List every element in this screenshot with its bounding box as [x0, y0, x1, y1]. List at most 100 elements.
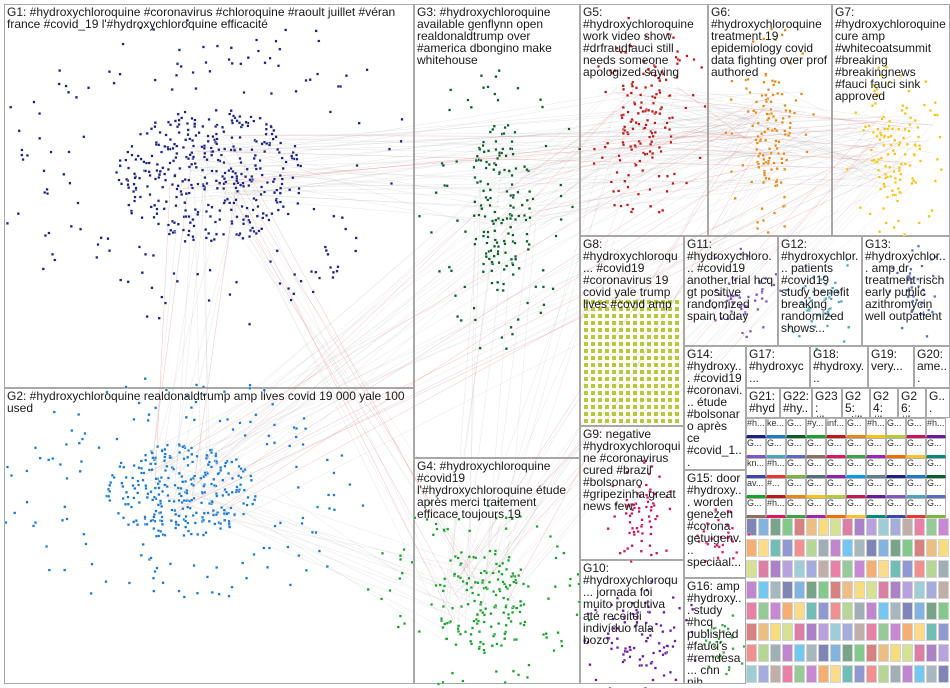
small-group-swatch	[878, 602, 889, 620]
small-group-swatch	[866, 623, 877, 641]
group-label-g22: G22: #hy...	[783, 389, 810, 417]
small-group-cell: G...	[886, 418, 906, 438]
small-group-cell: G...	[746, 498, 766, 518]
small-group-swatch	[806, 518, 817, 536]
small-group-swatch	[902, 623, 913, 641]
small-group-cell: G...	[926, 498, 946, 518]
small-group-cell: G...	[846, 418, 866, 438]
small-group-cell: #...	[766, 478, 786, 498]
small-group-cell: av...	[746, 478, 766, 498]
group-panel-g22: G22: #hy...	[780, 388, 812, 418]
small-group-swatch	[890, 539, 901, 557]
small-group-swatch	[830, 623, 841, 641]
small-group-swatch	[830, 644, 841, 662]
small-group-swatch	[818, 623, 829, 641]
group-panel-g16: G16: amp #hydroxy... study #hcq publishe…	[684, 578, 746, 684]
small-group-swatch	[902, 539, 913, 557]
small-group-swatch	[806, 581, 817, 599]
small-group-swatch	[938, 644, 949, 662]
small-group-cell: G...	[806, 458, 826, 478]
small-group-swatch	[794, 623, 805, 641]
group-label-g24: G24: #hy...	[873, 389, 895, 417]
small-group-cell: G...	[866, 458, 886, 478]
small-group-cell: G...	[906, 458, 926, 478]
group-panel-g4: G4: #hydroxychloroquine #covid19 l'#hydr…	[414, 458, 580, 684]
small-group-cell: G...	[846, 438, 866, 458]
group-label-g25: G25: still...	[845, 389, 866, 417]
small-group-swatch	[830, 581, 841, 599]
small-group-cell: kn...	[746, 458, 766, 478]
small-group-swatch	[854, 623, 865, 641]
small-group-swatch	[854, 602, 865, 620]
group-panel-g10: G10: #hydroxychloroqu... jornada foi mui…	[580, 560, 684, 684]
group-panel-g9: G9: negative #hydroxychloroquine #corona…	[580, 426, 684, 560]
group-panel-g25: G25: still...	[842, 388, 870, 418]
small-group-swatch	[902, 602, 913, 620]
group-label-gmore: G...	[929, 389, 946, 415]
small-group-swatch	[854, 665, 865, 683]
small-group-cell: G...	[866, 438, 886, 458]
small-group-swatch	[770, 623, 781, 641]
small-group-swatch	[866, 581, 877, 599]
small-group-swatch	[818, 665, 829, 683]
group-panel-g15: G15: door #hydroxy... worden genezen #co…	[684, 470, 746, 578]
small-group-swatch	[866, 539, 877, 557]
group-label-g6: G6: #hydroxychloroquine treatment 19 epi…	[711, 5, 831, 79]
small-group-cell: G...	[826, 438, 846, 458]
group-panel-g17: G17: #hydroxyc...	[746, 346, 810, 388]
small-group-swatch	[854, 581, 865, 599]
group-label-g9: G9: negative #hydroxychloroquine #corona…	[583, 427, 681, 513]
group-panel-g3: G3: #hydroxychloroquine available genfly…	[414, 4, 580, 458]
small-group-swatch	[902, 665, 913, 683]
group-label-g8: G8: #hydroxychloroqu... #covid19 #corona…	[583, 237, 678, 311]
small-group-cell: inf...	[826, 418, 846, 438]
small-group-swatch	[746, 560, 757, 578]
small-group-swatch	[782, 602, 793, 620]
small-group-swatch	[782, 665, 793, 683]
small-group-swatch	[926, 560, 937, 578]
small-group-swatch	[770, 644, 781, 662]
small-group-cell: G...	[906, 478, 926, 498]
small-group-swatch	[758, 644, 769, 662]
group-panel-g7: G7: #hydroxychloroquine cure amp #whitec…	[832, 4, 950, 236]
group-panel-g26: G26: #hy...	[898, 388, 926, 418]
small-group-swatch	[782, 581, 793, 599]
small-group-swatch	[842, 518, 853, 536]
small-group-swatch	[758, 581, 769, 599]
small-group-swatch	[878, 665, 889, 683]
small-group-cell: #h...	[866, 418, 886, 438]
small-group-swatch	[926, 518, 937, 536]
small-group-swatch	[758, 665, 769, 683]
group-label-g20: G20: ame...	[917, 347, 948, 385]
small-group-swatch	[806, 665, 817, 683]
small-group-cell: G...	[826, 458, 846, 478]
small-group-swatch	[866, 665, 877, 683]
small-group-swatch	[842, 623, 853, 641]
small-group-cell: G...	[906, 418, 926, 438]
small-group-swatch	[806, 539, 817, 557]
small-group-swatch	[878, 581, 889, 599]
small-group-swatch	[890, 518, 901, 536]
small-group-swatch	[842, 602, 853, 620]
group-panel-g1: G1: #hydroxychloroquine #coronavirus #ch…	[4, 4, 414, 388]
group-label-g21: G21: #hyd...	[749, 389, 776, 417]
small-group-swatch	[842, 581, 853, 599]
small-group-cell: G...	[806, 478, 826, 498]
group-label-g4: G4: #hydroxychloroquine #covid19 l'#hydr…	[417, 459, 570, 521]
small-group-cell: #h...	[926, 418, 946, 438]
group-label-g11: G11: #hydroxychloro... #covid19 another …	[687, 237, 777, 323]
small-group-cell: G...	[786, 458, 806, 478]
small-group-swatch	[878, 539, 889, 557]
small-group-cell: G...	[826, 498, 846, 518]
small-group-swatch	[890, 665, 901, 683]
small-group-cell: G...	[926, 458, 946, 478]
small-group-swatch	[926, 644, 937, 662]
small-group-swatch	[746, 644, 757, 662]
small-group-swatch	[854, 518, 865, 536]
small-group-cell: G...	[926, 478, 946, 498]
small-group-swatch	[890, 644, 901, 662]
small-group-swatch	[830, 665, 841, 683]
small-group-swatch	[770, 518, 781, 536]
group-panel-g5: G5: #hydroxychloroquine work video show …	[580, 4, 708, 236]
